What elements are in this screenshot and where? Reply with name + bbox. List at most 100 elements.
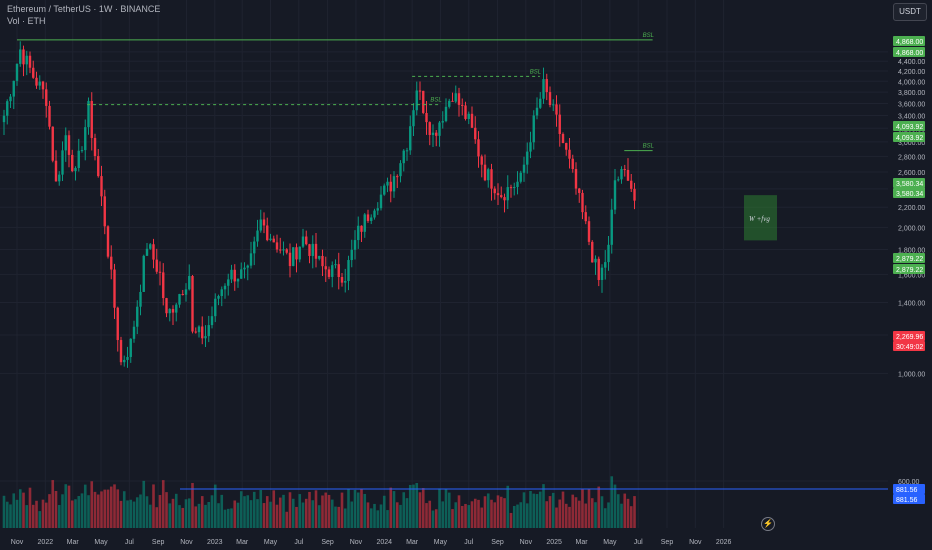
- candle-body: [457, 93, 461, 105]
- price-label-text: 4,093.92: [896, 135, 923, 142]
- volume-bar: [304, 498, 308, 528]
- candle-body: [249, 253, 253, 266]
- volume-bar: [389, 487, 393, 528]
- lightning-icon[interactable]: ⚡: [761, 517, 775, 531]
- candle-body: [292, 247, 295, 267]
- candle-body: [370, 217, 373, 221]
- candle-body: [396, 176, 399, 178]
- volume-bar: [67, 485, 71, 528]
- price-label-text: 3,580.34: [896, 191, 923, 198]
- volume-bar: [28, 487, 32, 528]
- candle-body: [327, 269, 331, 277]
- candle-body: [142, 255, 145, 292]
- volume-bar: [191, 482, 194, 528]
- candle-body: [392, 176, 396, 192]
- candle-body: [379, 194, 383, 209]
- candle-body: [587, 221, 591, 242]
- candle-body: [162, 272, 165, 299]
- volume-bar: [174, 493, 178, 528]
- volume-bar: [412, 484, 415, 528]
- volume-bar: [197, 503, 201, 528]
- volume-bar: [399, 504, 402, 528]
- candle-body: [285, 249, 288, 253]
- volume-bar: [597, 486, 601, 528]
- volume-bar: [519, 502, 523, 528]
- price-tick-label: 2,800.00: [898, 154, 925, 161]
- price-label-box: [893, 178, 925, 188]
- candle-body: [597, 258, 600, 280]
- volume-bar: [584, 503, 588, 528]
- volume-bar: [41, 499, 45, 528]
- volume-bar: [356, 492, 360, 528]
- candle-body: [600, 267, 604, 280]
- candle-body: [158, 271, 162, 273]
- volume-bar: [350, 501, 354, 528]
- candle-body: [100, 176, 103, 197]
- volume-bar: [633, 496, 636, 528]
- currency-button[interactable]: USDT: [893, 3, 927, 21]
- volume-bar: [9, 504, 12, 528]
- volume-bar: [623, 493, 627, 528]
- volume-bar: [93, 491, 97, 528]
- candle-body: [269, 238, 272, 241]
- candle-body: [594, 258, 597, 263]
- volume-bar: [590, 498, 594, 528]
- volume-bar: [161, 480, 165, 528]
- candle-body: [227, 279, 230, 286]
- volume-bar: [226, 508, 230, 528]
- volume-bar: [457, 495, 461, 528]
- candle-body: [45, 89, 48, 106]
- volume-bar: [109, 486, 113, 528]
- candle-body: [418, 90, 422, 92]
- candle-body: [204, 336, 207, 339]
- volume-bar: [207, 502, 211, 528]
- candle-body: [32, 67, 35, 78]
- volume-bar: [165, 492, 168, 528]
- price-label-box: [893, 121, 925, 131]
- volume-bar: [525, 503, 529, 528]
- candle-body: [578, 188, 581, 193]
- candle-body: [477, 139, 480, 157]
- volume-bar: [243, 496, 246, 528]
- volume-bar: [90, 481, 94, 528]
- candle-body: [571, 158, 574, 170]
- candle-body: [522, 164, 526, 173]
- candle-body: [610, 209, 613, 245]
- price-label-text: 30:49:02: [896, 344, 923, 351]
- price-label-text: 3,580.34: [896, 181, 923, 188]
- candle-body: [230, 269, 233, 280]
- volume-bar: [603, 508, 607, 528]
- time-tick-label: Sep: [152, 539, 165, 546]
- volume-bar: [236, 502, 240, 528]
- price-label-text: 4,868.00: [896, 39, 923, 46]
- candle-body: [12, 80, 15, 97]
- candle-body: [519, 172, 522, 182]
- price-tick-label: 1,800.00: [898, 248, 925, 255]
- volume-bar: [421, 488, 425, 528]
- volume-bar: [51, 480, 55, 528]
- candle-body: [389, 181, 392, 192]
- price-label-text: 2,879.22: [896, 267, 923, 274]
- candle-body: [438, 122, 441, 136]
- candle-body: [425, 112, 428, 123]
- candle-body: [113, 269, 116, 308]
- candle-body: [617, 179, 620, 181]
- price-label-text: 2,879.22: [896, 256, 923, 263]
- price-axis-bg: [888, 0, 932, 550]
- volume-bar: [379, 504, 383, 528]
- volume-bar: [106, 489, 110, 528]
- time-tick-label: 2025: [546, 539, 562, 546]
- volume-bar: [347, 489, 350, 528]
- time-axis-bg: [0, 530, 932, 550]
- volume-bar: [438, 488, 441, 528]
- time-tick-label: Jul: [294, 539, 303, 546]
- volume-bar: [139, 494, 142, 528]
- candle-body: [535, 107, 539, 116]
- candle-body: [613, 180, 617, 210]
- volume-bar: [135, 497, 139, 528]
- time-tick-label: 2023: [207, 539, 223, 546]
- volume-bar: [152, 484, 155, 528]
- candle-body: [493, 188, 496, 194]
- price-label-box: [893, 264, 925, 274]
